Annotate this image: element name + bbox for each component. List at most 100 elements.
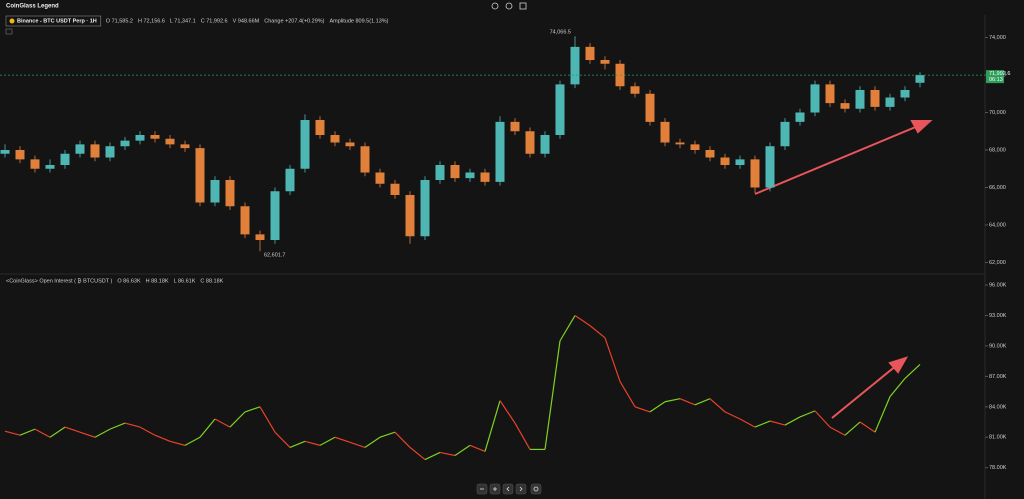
scroll-left-button[interactable] [502, 483, 514, 495]
legend-stat: L 86.61K [174, 278, 196, 284]
trend-arrow [831, 364, 898, 419]
oi-segment [514, 422, 531, 450]
oi-segment [184, 436, 201, 446]
reset-button[interactable] [530, 483, 542, 495]
candle-body [765, 146, 775, 188]
settings-icon[interactable] [5, 28, 13, 35]
oi-segment [799, 410, 816, 418]
legend-stat: O 86.63K [117, 278, 141, 284]
candle-body [480, 172, 490, 182]
candle-body [435, 165, 445, 180]
candle-body [150, 135, 160, 139]
y-tick-label: 81.00K [989, 435, 1007, 441]
zoom-controls[interactable] [476, 483, 542, 495]
oi-segment [754, 420, 771, 428]
oi-segment [124, 422, 141, 428]
candle-body [450, 165, 460, 179]
candle-body [660, 121, 670, 143]
oi-segment [259, 406, 276, 433]
crosshair-icon[interactable] [491, 2, 499, 10]
oi-segment [64, 426, 81, 433]
legend-stat: Amplitude 809.5(1.13%) [329, 18, 388, 24]
y-tick-label: 84.00K [989, 404, 1007, 410]
candle-body [75, 144, 85, 154]
oi-segment [589, 325, 606, 339]
candle-body [285, 168, 295, 192]
candle-body [720, 157, 730, 165]
oi-segment [349, 441, 366, 448]
y-tick-label: 93.00K [989, 313, 1007, 319]
candle-body [375, 172, 385, 184]
toolbar-icons[interactable] [491, 2, 527, 10]
oi-segment [154, 434, 171, 442]
candle-body [690, 144, 700, 150]
oi-segment [649, 401, 666, 413]
candle-body [825, 84, 835, 104]
legend-stat: L 71,347.1 [170, 18, 196, 24]
oi-segment [139, 426, 156, 436]
oi-segment [424, 451, 441, 461]
oi-segment [319, 436, 336, 446]
arrow-head [910, 120, 933, 134]
candle-body [225, 180, 235, 207]
candle-body [330, 135, 340, 143]
oi-segment [634, 406, 651, 413]
oi-segment [4, 430, 21, 436]
candle-body [210, 180, 220, 203]
oi-segment [499, 400, 516, 424]
oi-segment [709, 398, 726, 413]
symbol-box [5, 15, 102, 27]
price-annotation: 62,601.7 [264, 253, 285, 259]
y-tick-label: 64,000 [989, 222, 1006, 228]
candle-body [60, 153, 70, 165]
app-title: CoinGlass Legend [6, 4, 59, 10]
oi-segment [859, 421, 876, 433]
candle-body [510, 121, 520, 132]
indicator-title: <CoinGlass> Open Interest ( ₿ BTCUSDT ) [6, 277, 113, 284]
candle-body [180, 144, 190, 149]
oi-segment [559, 315, 576, 342]
oi-segment [469, 444, 486, 453]
oi-segment [664, 398, 681, 403]
oi-segment [19, 428, 36, 436]
price-annotation: 74,066.5 [550, 30, 571, 36]
arrows [754, 120, 933, 419]
candle-body [465, 172, 475, 179]
y-tick-label: 66,000 [989, 185, 1006, 191]
candle-body [165, 138, 175, 145]
oi-segment [79, 431, 96, 438]
oi-segment [199, 418, 216, 438]
oi-segment [679, 398, 696, 406]
candle-body [360, 146, 370, 173]
oi-segment [409, 446, 426, 461]
scroll-right-button[interactable] [515, 483, 527, 495]
candle-body [315, 120, 325, 135]
candle-body [645, 93, 655, 122]
oi-segment [394, 431, 411, 448]
candle-body [300, 120, 310, 169]
arrow-head [888, 356, 909, 374]
candle-body [45, 165, 55, 169]
candle-body [120, 140, 130, 147]
oi-segment [694, 398, 711, 406]
oi-segment [784, 416, 801, 426]
oi-segment [94, 428, 111, 438]
oi-segment [904, 363, 921, 379]
oi-segment [109, 422, 126, 430]
candle-body [885, 97, 895, 107]
zoom-icon[interactable] [505, 2, 513, 10]
candle-body [0, 150, 10, 154]
oi-segment [244, 406, 261, 413]
screenshot-icon[interactable] [519, 2, 527, 10]
oi-segment [814, 410, 831, 428]
y-tick-label: 87.00K [989, 374, 1007, 380]
candle-body [495, 121, 505, 182]
oi-segment [34, 428, 51, 438]
y-tick-label: 68,000 [989, 147, 1006, 153]
candle-body [570, 46, 580, 85]
candle-body [15, 150, 25, 160]
oi-segment [304, 440, 321, 446]
y-tick-label: 96.00K [989, 283, 1007, 289]
